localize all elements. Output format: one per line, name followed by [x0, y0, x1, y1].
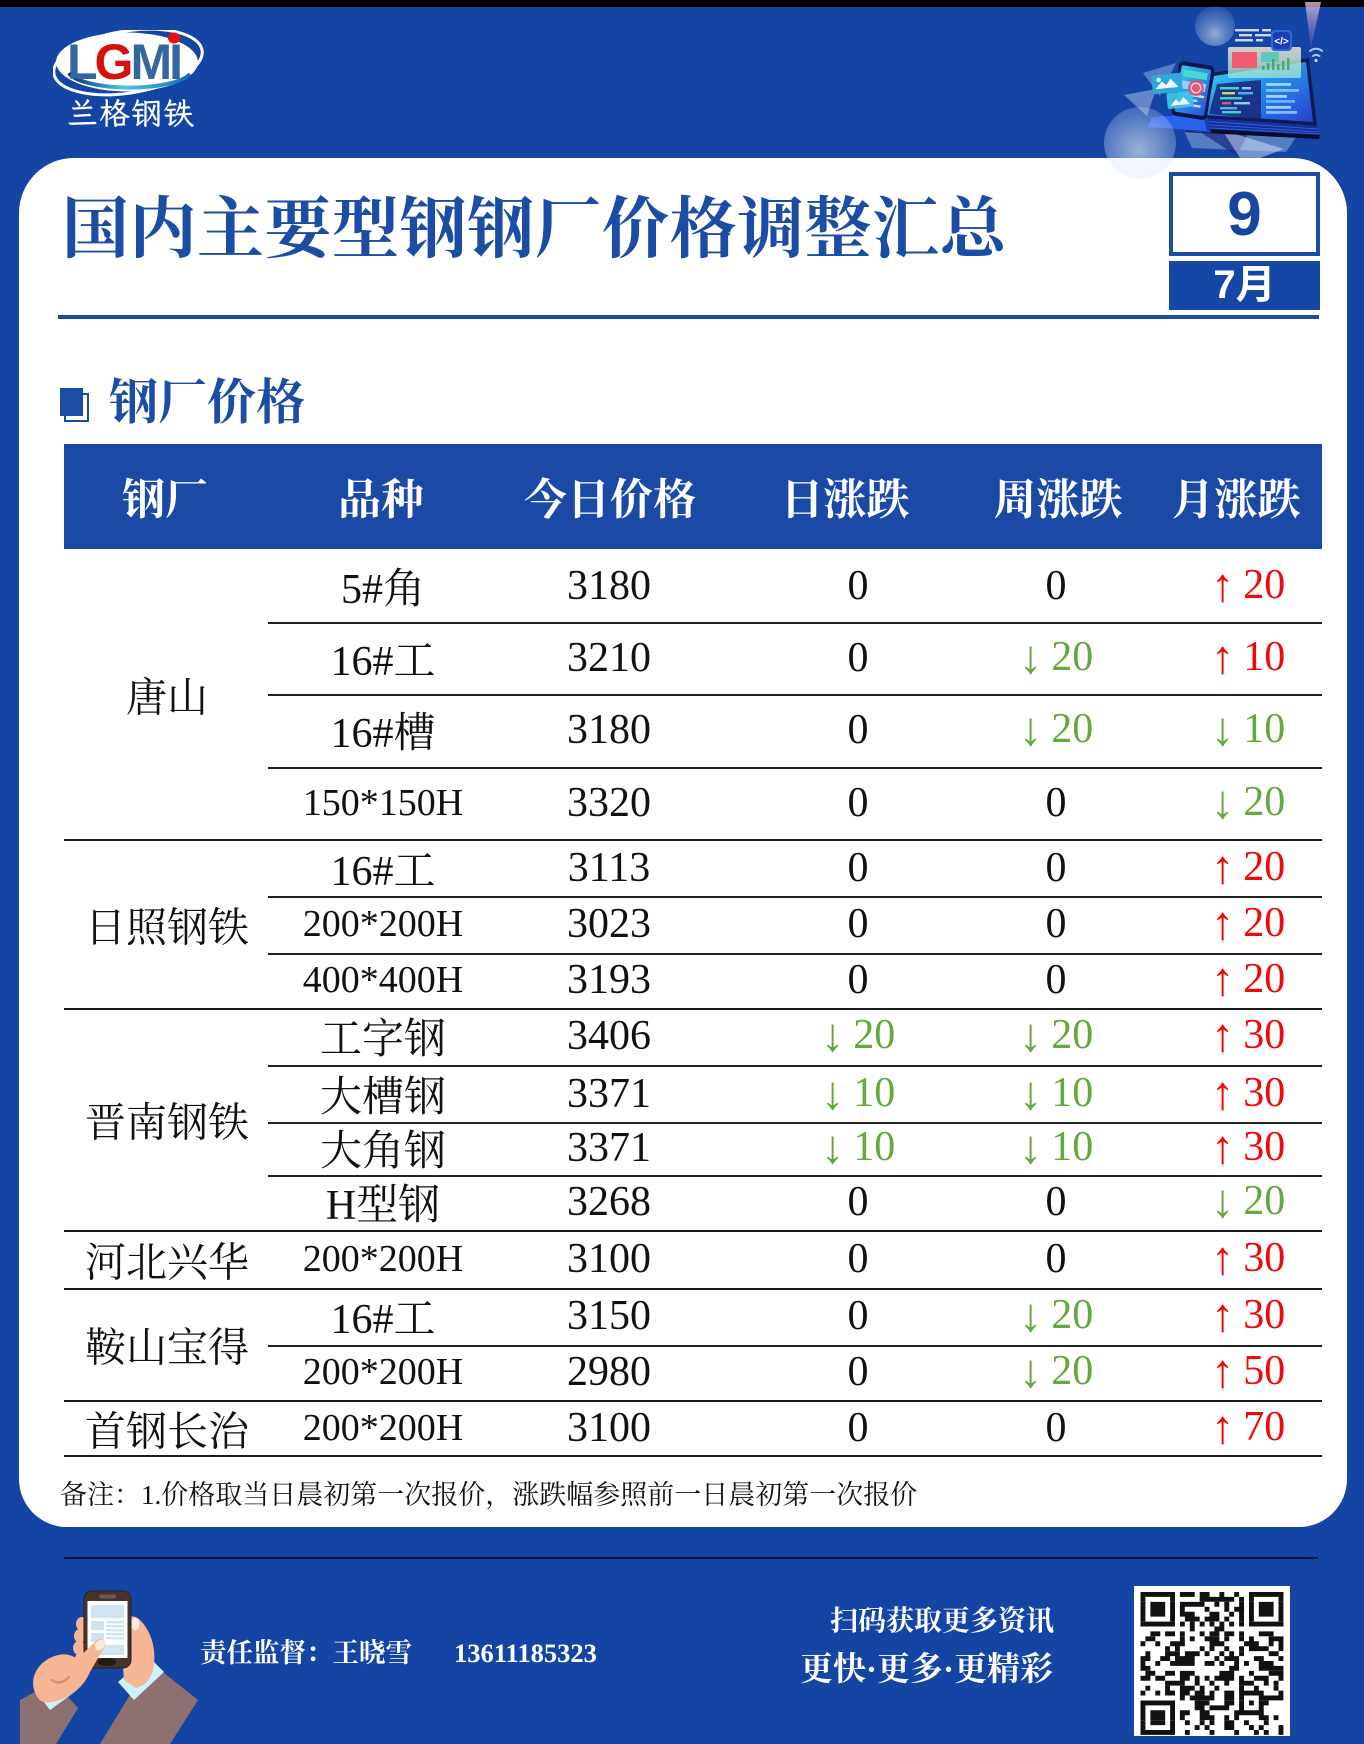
svg-text:LGMI: LGMI [67, 34, 180, 90]
svg-text:</>: </> [1274, 37, 1289, 48]
